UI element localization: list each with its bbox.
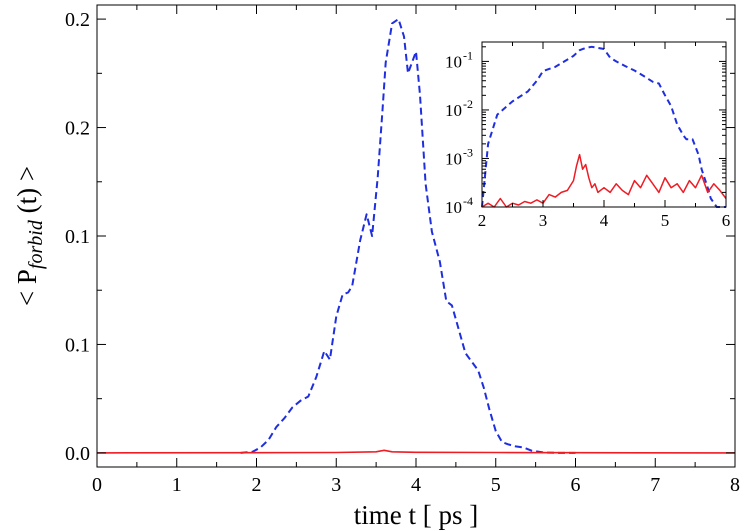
inset-y-tick-label: 10 (445, 52, 462, 71)
inset-y-tick-label: 10 (445, 101, 462, 120)
inset-x-tick-label: 2 (478, 211, 487, 230)
inset-x-tick-label: 4 (600, 211, 609, 230)
inset-y-tick-label: 10 (445, 149, 462, 168)
x-tick-label: 8 (730, 474, 740, 496)
inset-y-tick-exponent: -2 (463, 97, 473, 111)
inset-plot: 2 3 4 5 610-410-310-210-1 (445, 41, 730, 230)
inset-series-line-2 (481, 153, 727, 208)
y-tick-label: 0.0 (65, 443, 90, 465)
x-tick-label: 0 (92, 474, 102, 496)
main-plot: 0 1 2 3 4 5 6 7 8 0.0 0.1 0.1 0.2 0.2 (65, 4, 740, 496)
inset-plot-frame (481, 41, 727, 208)
x-tick-label: 5 (491, 474, 501, 496)
y-tick-label: 0.1 (65, 334, 90, 356)
inset-series-group (481, 45, 727, 208)
x-tick-label: 1 (172, 474, 182, 496)
x-tick-label: 7 (650, 474, 660, 496)
inset-y-tick-exponent: -4 (463, 194, 473, 208)
main-series-line-1 (240, 18, 576, 454)
y-tick-label: 0.1 (65, 226, 90, 248)
x-tick-label: 4 (411, 474, 421, 496)
inset-background (482, 42, 726, 207)
inset-y-tick-label: 10 (445, 198, 462, 217)
inset-x-tick-label: 5 (661, 211, 670, 230)
inset-axes-group: 2 3 4 5 610-410-310-210-1 (445, 42, 730, 230)
y-axis-label-subscript: forbid (25, 219, 47, 269)
inset-x-tick-label: 6 (722, 211, 731, 230)
inset-x-tick-label: 3 (539, 211, 548, 230)
main-series-group (96, 18, 736, 454)
x-tick-label: 6 (571, 474, 581, 496)
x-axis-label: time t [ ps ] (354, 500, 478, 530)
main-axes-group: 0 1 2 3 4 5 6 7 8 0.0 0.1 0.1 0.2 0.2 (65, 5, 740, 496)
main-plot-frame (96, 4, 736, 468)
y-axis-label-prefix: < P (12, 269, 42, 306)
y-tick-label: 0.2 (65, 9, 90, 31)
inset-series-line-1 (481, 45, 726, 208)
x-tick-label: 3 (331, 474, 341, 496)
inset-y-tick-exponent: -1 (463, 48, 473, 62)
x-tick-label: 2 (252, 474, 262, 496)
y-tick-label: 0.2 (65, 118, 90, 140)
main-series-line-2 (96, 449, 736, 454)
y-axis-label: < Pforbid (t) > (12, 166, 47, 306)
inset-y-tick-exponent: -3 (463, 145, 473, 159)
y-axis-label-suffix: (t) > (12, 166, 42, 220)
